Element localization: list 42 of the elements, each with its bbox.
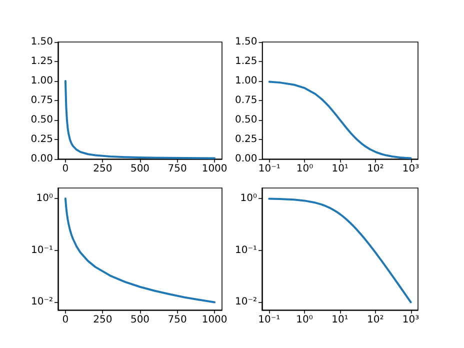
- x-tick-label: 0: [62, 164, 69, 174]
- x-tick-label: 750: [168, 164, 187, 174]
- y-tick-label: 1.50: [235, 36, 258, 48]
- y-tick-label: 1.00: [30, 76, 53, 86]
- y-tick-label: 0.00: [235, 154, 258, 164]
- x-tick-label: 500: [130, 314, 150, 326]
- y-tick-label: 0.50: [30, 114, 53, 126]
- y-tick-label: 1.00: [235, 76, 258, 86]
- x-tick-label: 1000: [202, 164, 228, 174]
- y-tick-label: 10⁻²: [30, 296, 53, 308]
- y-tick-label: 10⁻¹: [234, 244, 258, 256]
- x-tick-label: 10⁻¹: [258, 164, 280, 174]
- y-tick-label: 10⁻²: [234, 296, 258, 308]
- x-tick-label: 10⁻¹: [258, 314, 280, 326]
- y-tick-label: 10⁻¹: [30, 244, 53, 256]
- y-tick-label: 0.50: [235, 114, 258, 126]
- x-tick-label: 10³: [402, 164, 420, 174]
- x-tick-label: 250: [93, 164, 112, 174]
- y-tick-label: 0.25: [30, 134, 53, 145]
- x-tick-label: 1000: [202, 314, 228, 326]
- y-tick-label: 0.25: [235, 134, 258, 145]
- y-tick-label: 1.50: [30, 36, 53, 48]
- x-tick-label: 500: [130, 164, 150, 174]
- x-tick-label: 10¹: [332, 314, 348, 326]
- y-tick-label: 0.75: [235, 95, 258, 106]
- x-tick-label: 0: [62, 314, 69, 326]
- y-tick-label: 10⁰: [36, 193, 53, 204]
- x-tick-label: 10⁰: [296, 314, 313, 326]
- y-tick-label: 10⁰: [240, 193, 258, 204]
- x-tick-label: 10³: [402, 314, 420, 326]
- line-series: [64, 198, 216, 304]
- x-tick-label: 10²: [366, 314, 384, 326]
- y-tick-label: 0.75: [30, 95, 53, 106]
- x-tick-label: 10⁰: [296, 164, 314, 174]
- line-series: [64, 80, 216, 160]
- y-tick-label: 1.25: [235, 56, 258, 67]
- x-tick-label: 10²: [367, 164, 384, 174]
- y-tick-label: 0.00: [30, 154, 53, 164]
- x-tick-label: 10¹: [332, 164, 348, 174]
- x-tick-label: 750: [168, 314, 187, 326]
- x-tick-label: 250: [93, 314, 112, 326]
- y-tick-label: 1.25: [30, 56, 53, 67]
